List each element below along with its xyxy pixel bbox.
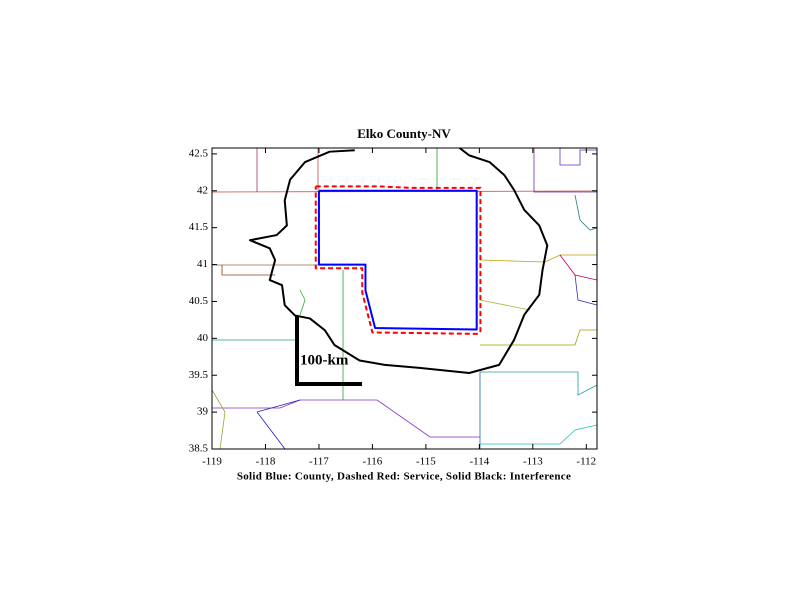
boundary <box>574 274 597 306</box>
x-tick-label: -115 <box>416 456 436 468</box>
boundary <box>256 411 286 449</box>
plot-frame <box>211 147 598 450</box>
data-layer <box>248 148 549 375</box>
boundary <box>480 329 597 346</box>
boundary <box>533 148 597 193</box>
boundary <box>480 371 597 396</box>
x-tick-label: -113 <box>523 456 543 468</box>
x-axis-label: Solid Blue: County, Dashed Red: Service,… <box>237 471 571 483</box>
boundary <box>479 299 531 311</box>
boundary <box>221 265 275 276</box>
x-tick-label: -119 <box>202 456 222 468</box>
boundary <box>212 389 226 449</box>
boundary <box>479 254 597 263</box>
boundary <box>480 424 597 445</box>
boundary-line <box>314 185 482 335</box>
boundary <box>256 399 301 413</box>
y-tick-label: 41.5 <box>189 221 209 233</box>
x-tick-label: -118 <box>256 456 276 468</box>
y-tick-label: 42 <box>197 184 208 196</box>
boundary <box>559 148 597 166</box>
chart-title: Elko County-NV <box>357 126 451 141</box>
y-tick-label: 39.5 <box>189 369 209 381</box>
boundary <box>212 399 480 438</box>
plot-area <box>212 148 597 449</box>
y-tick-label: 39 <box>197 406 209 418</box>
x-tick-label: -112 <box>576 456 596 468</box>
scale-bar <box>295 316 362 386</box>
x-tick-label: -114 <box>469 456 489 468</box>
y-tick-label: 40.5 <box>189 295 209 307</box>
boundary-line <box>317 189 478 331</box>
x-tick-label: -117 <box>309 456 329 468</box>
boundary <box>574 194 597 231</box>
background-boundaries <box>212 148 597 449</box>
y-tick-label: 38.5 <box>189 443 209 455</box>
y-tick-label: 42.5 <box>189 147 209 159</box>
boundary-line <box>248 148 549 375</box>
y-tick-label: 41 <box>197 258 208 270</box>
y-tick-label: 40 <box>197 332 209 344</box>
x-tick-label: -116 <box>363 456 383 468</box>
scale-bar-label: 100-km <box>300 352 349 368</box>
boundary <box>299 289 306 316</box>
